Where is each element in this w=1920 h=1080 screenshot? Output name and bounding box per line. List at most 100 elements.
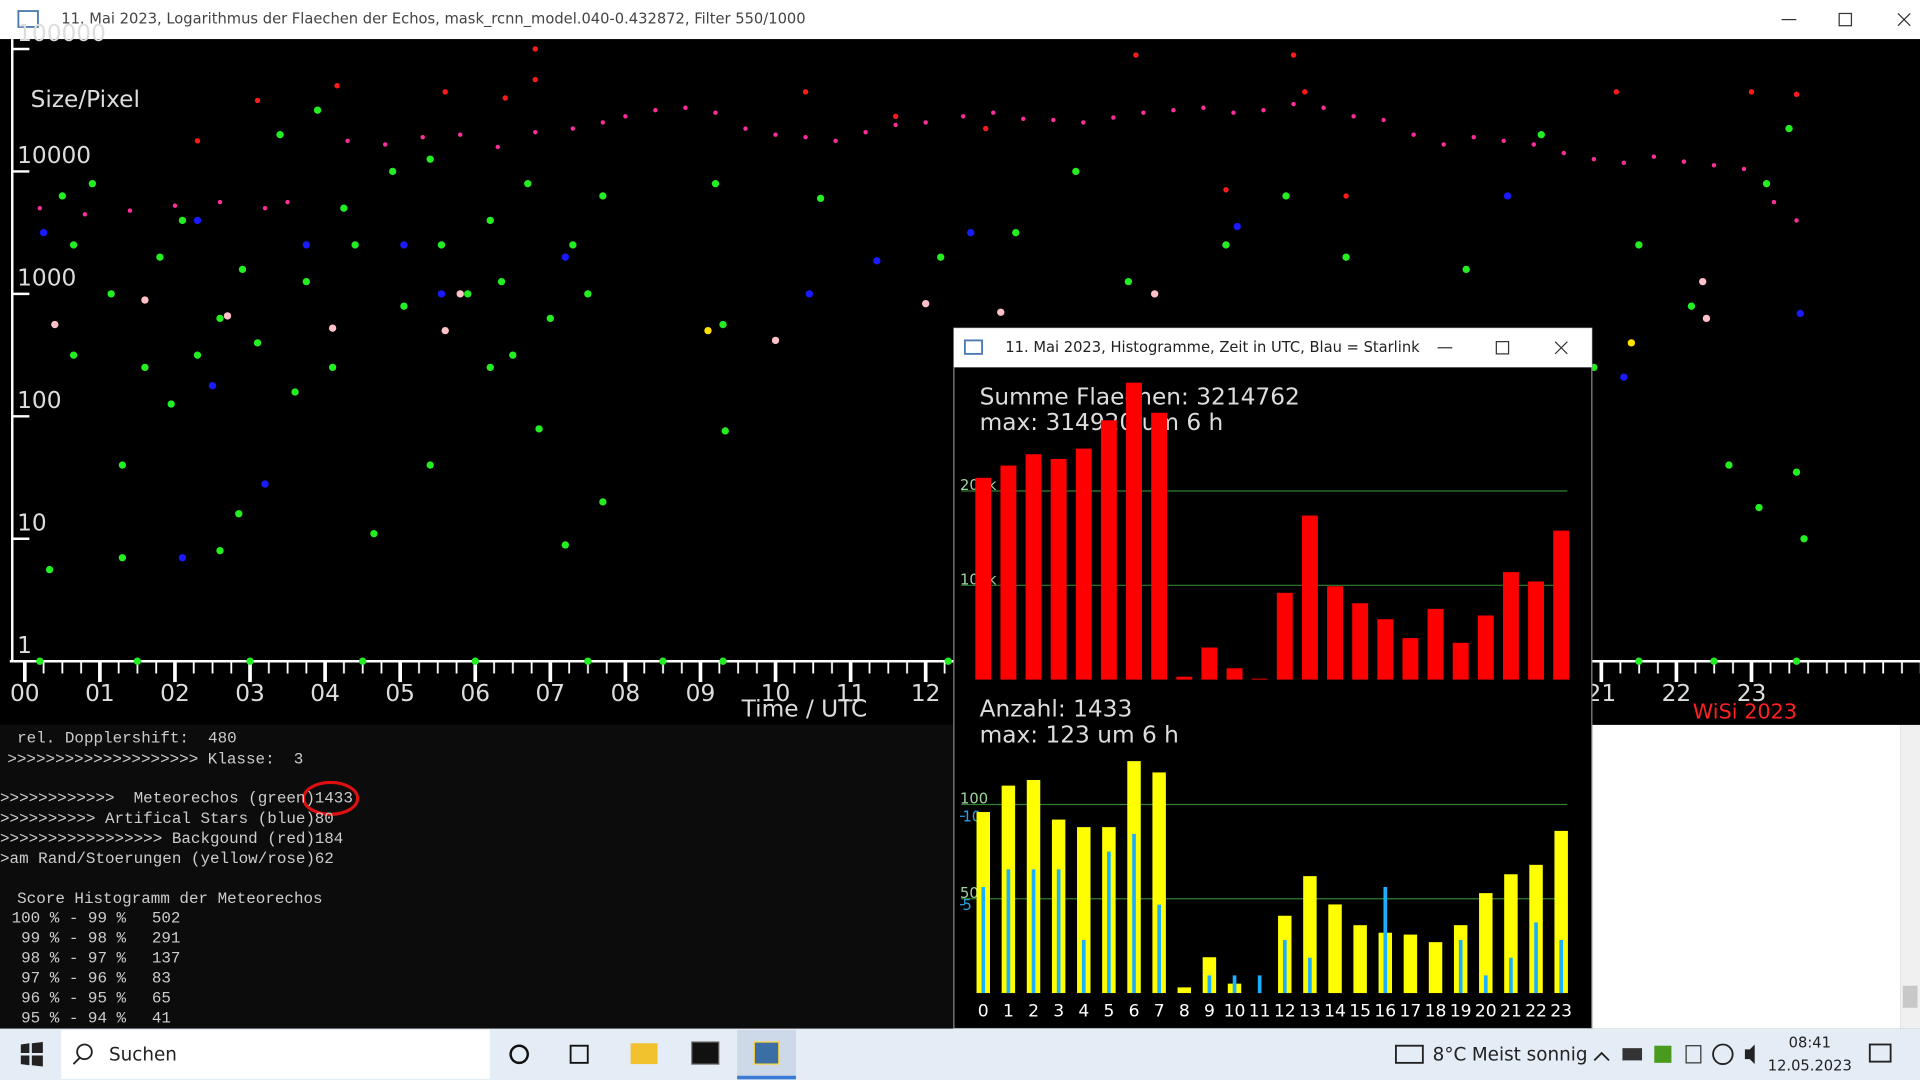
bar: [1477, 615, 1494, 680]
data-point: [524, 180, 532, 188]
data-point: [1796, 309, 1804, 318]
bar: [1177, 987, 1192, 994]
data-point: [1231, 110, 1236, 115]
data-point: [36, 657, 44, 665]
python-app[interactable]: [753, 1041, 780, 1065]
data-point: [771, 336, 780, 345]
y-tick-label: 1000: [17, 265, 76, 292]
close-button[interactable]: [1554, 341, 1568, 355]
bar: [1352, 603, 1369, 680]
bar: [1534, 922, 1538, 994]
data-point: [997, 308, 1005, 316]
score-range: 100 % - 99 %: [12, 910, 127, 928]
bar: [1232, 975, 1237, 994]
data-point: [600, 120, 606, 125]
tray-expand[interactable]: [1593, 1051, 1610, 1062]
x-tick-label: 20: [1475, 1001, 1497, 1021]
maximize-button[interactable]: [1495, 341, 1510, 355]
data-point: [351, 241, 359, 249]
bar: [1276, 592, 1293, 680]
tray-icon[interactable]: [1685, 1045, 1702, 1064]
tray-icon[interactable]: [1622, 1048, 1643, 1061]
data-point: [533, 130, 538, 135]
data-point: [178, 216, 187, 225]
console-bg: [0, 724, 956, 1029]
data-point: [1635, 241, 1643, 249]
search-box[interactable]: [61, 1029, 490, 1079]
data-point: [922, 299, 930, 308]
data-point: [535, 425, 543, 433]
scrollbar-thumb[interactable]: [1902, 985, 1918, 1008]
terminal-app[interactable]: [691, 1041, 720, 1065]
data-point: [486, 363, 494, 372]
data-point: [1613, 89, 1620, 95]
data-point: [370, 530, 378, 538]
data-point: [69, 351, 78, 359]
data-point: [302, 277, 311, 286]
data-point: [133, 657, 142, 665]
data-point: [1785, 124, 1793, 133]
data-point: [313, 106, 322, 114]
x-tick-label: 13: [1299, 1001, 1321, 1021]
notifications[interactable]: [1868, 1043, 1892, 1063]
search-icon: [76, 1043, 93, 1061]
data-point: [1381, 117, 1386, 123]
data-point: [991, 110, 996, 115]
bar: [1553, 530, 1570, 680]
bar: [1509, 957, 1513, 994]
window-title: 11. Mai 2023, Logarithmus der Flaechen d…: [61, 11, 805, 28]
x-tick-label: 0: [978, 1001, 989, 1021]
x-tick-label: 9: [1204, 1001, 1215, 1021]
score-value: 291: [152, 930, 181, 948]
y-tick-label: 10: [17, 510, 47, 537]
bar: [1282, 940, 1287, 994]
data-point: [1711, 163, 1717, 168]
task-view-button[interactable]: [569, 1044, 589, 1064]
explorer-app[interactable]: [630, 1043, 658, 1065]
data-point: [1702, 314, 1711, 323]
x-tick-label: 22: [1662, 680, 1692, 707]
x-tick-label: 1: [1003, 1001, 1014, 1021]
data-point: [1537, 131, 1545, 139]
watermark: WiSi 2023: [1693, 700, 1797, 724]
close-button[interactable]: [1897, 13, 1911, 27]
bar: [1077, 827, 1091, 994]
x-tick-label: 02: [160, 680, 190, 707]
data-point: [1792, 468, 1801, 476]
data-point: [426, 461, 434, 469]
data-point: [1282, 192, 1290, 200]
start-button[interactable]: [20, 1042, 43, 1067]
console-line: rel. Dopplershift: 480: [17, 730, 237, 748]
bar: [1504, 874, 1518, 994]
taskbar: Suchen 8°C Meist sonnig 08:41 12.05.2023: [0, 1028, 1920, 1080]
summary-text: Anzahl: 1433: [980, 696, 1133, 723]
scrollbar[interactable]: [1900, 724, 1920, 1029]
search-placeholder[interactable]: Suchen: [109, 1045, 177, 1066]
bar: [1157, 904, 1161, 994]
bar: [1207, 975, 1212, 994]
clock-time[interactable]: 08:41: [1789, 1034, 1831, 1051]
data-point: [1620, 373, 1628, 381]
data-point: [208, 381, 217, 390]
data-point: [1710, 657, 1718, 665]
data-point: [45, 565, 54, 574]
data-point: [1012, 228, 1020, 237]
clock-date[interactable]: 12.05.2023: [1768, 1058, 1852, 1075]
summary-text: max: 123 um 6 h: [980, 721, 1179, 748]
bar: [1402, 638, 1419, 680]
network-icon[interactable]: [1712, 1043, 1734, 1065]
data-point: [1725, 461, 1733, 469]
y-tick-label: 100000: [17, 20, 106, 47]
data-point: [88, 180, 97, 188]
data-point: [584, 290, 592, 298]
data-point: [805, 290, 813, 298]
data-point: [127, 208, 133, 213]
cortana-button[interactable]: [509, 1044, 529, 1065]
bar: [1202, 957, 1217, 994]
data-point: [69, 241, 78, 249]
tray-icon[interactable]: [1654, 1045, 1672, 1063]
data-point: [382, 142, 388, 147]
data-point: [509, 351, 517, 359]
maximize-button[interactable]: [1838, 12, 1853, 27]
data-point: [420, 134, 425, 140]
